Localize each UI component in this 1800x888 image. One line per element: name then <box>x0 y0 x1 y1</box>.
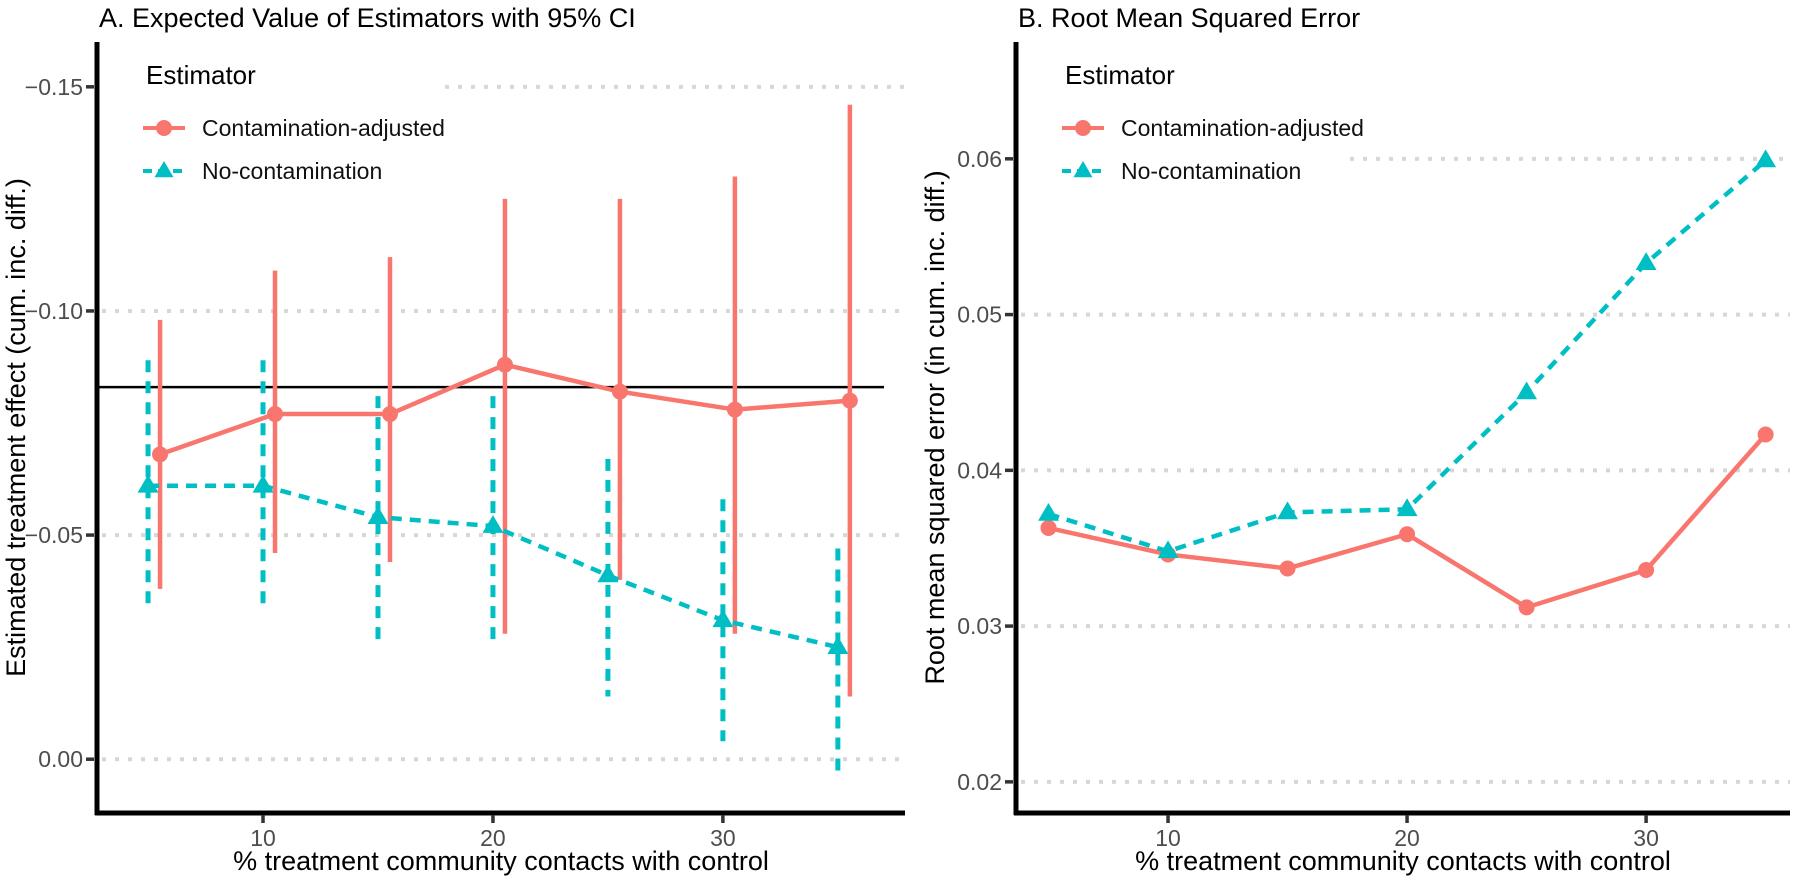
y-axis-ticks: 0.02 0.03 0.04 0.05 0.06 <box>957 146 1013 795</box>
ci-bars <box>157 104 853 697</box>
circle-marker-x15 <box>1279 560 1296 577</box>
markers <box>137 474 849 654</box>
panel-b: 0.02 0.03 0.04 0.05 0.06 10 20 30 B. Root Mean S… <box>920 3 1790 876</box>
y-tick-label: 0.02 <box>957 769 1002 795</box>
x-tick-label: 20 <box>480 825 506 851</box>
x-axis-ticks: 10 20 30 <box>1155 815 1659 851</box>
y-tick-label: 0.04 <box>957 457 1002 483</box>
markers <box>1040 426 1774 616</box>
circle-key-icon <box>1075 120 1091 136</box>
panel-title: B. Root Mean Squared Error <box>1018 3 1360 33</box>
circle-marker-x5 <box>1040 519 1057 536</box>
x-axis-title: % treatment community contacts with cont… <box>1135 846 1671 876</box>
circle-marker-x35 <box>1757 426 1774 443</box>
y-tick-label: −0.15 <box>25 74 83 100</box>
triangle-marker-x25 <box>1516 381 1538 400</box>
triangle-marker-x5 <box>1038 502 1059 521</box>
circle-marker-x15 <box>381 406 398 423</box>
series-line <box>1047 158 1768 554</box>
series-line <box>1048 433 1768 610</box>
legend-item-no-contamination: No-contamination <box>1062 158 1301 184</box>
legend-item-contamination-adjusted: Contamination-adjusted <box>1062 115 1364 141</box>
y-axis-title: Estimated treatment effect (cum. inc. di… <box>1 178 31 677</box>
legend: Estimator Contamination-adjusted No-contam… <box>1062 60 1364 184</box>
legend-title: Estimator <box>146 60 256 90</box>
markers <box>152 356 858 463</box>
triangle-marker-x25 <box>597 564 619 583</box>
y-axis-title: Root mean squared error (in cum. inc. di… <box>920 170 950 684</box>
triangle-marker-x30 <box>1635 252 1657 270</box>
x-tick-label: 10 <box>1155 825 1181 851</box>
y-axis-ticks: −0.15 −0.10 −0.05 0.00 <box>25 74 94 772</box>
x-tick-label: 30 <box>710 825 736 851</box>
circle-marker-x25 <box>1518 599 1535 616</box>
markers <box>1038 149 1777 559</box>
circle-marker-x10 <box>267 406 284 423</box>
triangle-key-icon <box>154 161 174 178</box>
series-no-contamination <box>137 360 849 778</box>
triangle-key-icon <box>1073 161 1093 178</box>
legend-item-contamination-adjusted: Contamination-adjusted <box>143 115 445 141</box>
circle-marker-x20 <box>496 356 513 373</box>
y-tick-label: −0.05 <box>25 522 83 548</box>
triangle-marker-x20 <box>482 515 504 533</box>
y-tick-label: 0.00 <box>38 746 83 772</box>
y-tick-label: 0.05 <box>957 302 1002 328</box>
triangle-marker-x5 <box>137 474 159 493</box>
triangle-marker-x20 <box>1396 498 1418 517</box>
legend-title: Estimator <box>1065 60 1175 90</box>
triangle-marker-x10 <box>1157 540 1179 559</box>
circle-marker-x5 <box>152 446 169 463</box>
legend-item-label: No-contamination <box>1121 158 1301 184</box>
circle-marker-x35 <box>841 392 858 409</box>
x-axis-ticks: 10 20 30 <box>250 815 736 851</box>
legend-item-label: Contamination-adjusted <box>202 115 445 141</box>
series-no-contamination <box>1038 149 1777 559</box>
triangle-marker-x30 <box>712 609 734 628</box>
series-contamination-adjusted <box>152 104 858 697</box>
circle-marker-x25 <box>611 383 628 400</box>
y-tick-label: 0.03 <box>957 613 1002 639</box>
x-axis-title: % treatment community contacts with cont… <box>233 846 769 876</box>
y-tick-label: −0.10 <box>25 298 83 324</box>
triangle-marker-x35 <box>1755 149 1777 168</box>
panel-a: −0.15 −0.10 −0.05 0.00 10 20 30 A. Expected Val… <box>1 3 905 876</box>
panel-title: A. Expected Value of Estimators with 95%… <box>99 3 636 33</box>
gridlines <box>102 84 905 762</box>
gridlines <box>1021 156 1790 784</box>
y-tick-label: 0.06 <box>957 146 1002 172</box>
triangle-marker-x10 <box>252 474 274 493</box>
series-contamination-adjusted <box>1040 426 1774 616</box>
ci-bars <box>145 360 841 778</box>
legend-item-no-contamination: No-contamination <box>143 158 382 184</box>
circle-marker-x30 <box>1638 562 1655 579</box>
triangle-marker-x15 <box>1277 501 1298 520</box>
circle-marker-x30 <box>726 401 743 418</box>
triangle-marker-x15 <box>367 506 389 524</box>
x-tick-label: 10 <box>250 825 276 851</box>
triangle-marker-x35 <box>827 636 849 654</box>
legend-item-label: Contamination-adjusted <box>1121 115 1364 141</box>
circle-key-icon <box>156 120 172 136</box>
legend-item-label: No-contamination <box>202 158 382 184</box>
x-tick-label: 20 <box>1394 825 1420 851</box>
x-tick-label: 30 <box>1633 825 1659 851</box>
circle-marker-x20 <box>1399 526 1416 543</box>
legend: Estimator Contamination-adjusted No-contam… <box>143 60 445 184</box>
